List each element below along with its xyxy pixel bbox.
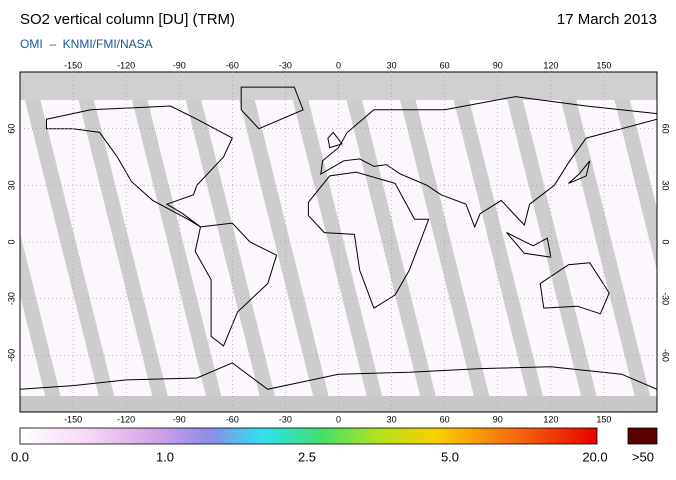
coastline: [307, 171, 430, 309]
lon-label-bottom: -60: [226, 414, 239, 424]
lon-label-bottom: 30: [387, 414, 397, 424]
coastline: [327, 131, 343, 149]
credit: OMI – KNMI/FMI/NASA: [20, 37, 153, 51]
coastlines: [20, 86, 657, 412]
colorbar-over: [627, 427, 658, 445]
title: SO2 vertical column [DU] (TRM): [20, 11, 235, 28]
lat-label-left: 60: [6, 124, 16, 134]
lon-label-top: 90: [493, 60, 503, 70]
graticule: -150 -150 -120 -120 -90 -90 -60 -60 -30 -30 0 0 30 30…: [6, 60, 670, 424]
colorbar-label: 20.0: [582, 449, 607, 464]
lat-label-right: -60: [661, 349, 671, 362]
coastline: [506, 232, 552, 258]
lon-label-top: 0: [336, 60, 341, 70]
lon-label-bottom: 120: [543, 414, 558, 424]
lat-label-right: 60: [661, 124, 671, 134]
lat-label-left: 0: [6, 239, 16, 244]
lon-label-top: 120: [543, 60, 558, 70]
colorbar-label: 5.0: [441, 449, 459, 464]
lon-label-bottom: -120: [117, 414, 135, 424]
coastline: [20, 362, 657, 412]
coastline: [194, 222, 278, 347]
lon-label-top: 30: [387, 60, 397, 70]
lon-label-bottom: 0: [336, 414, 341, 424]
coastline: [539, 262, 610, 315]
lon-label-top: 150: [596, 60, 611, 70]
lon-label-top: -60: [226, 60, 239, 70]
lat-label-right: 0: [661, 239, 671, 244]
lon-label-top: -150: [64, 60, 82, 70]
lat-label-left: -30: [6, 292, 16, 305]
lon-label-top: -90: [173, 60, 186, 70]
colorbar: [19, 427, 598, 445]
lon-label-bottom: 60: [440, 414, 450, 424]
lon-label-top: 60: [440, 60, 450, 70]
lon-label-bottom: 90: [493, 414, 503, 424]
coastline: [320, 96, 657, 229]
colorbar-over-label: >50: [632, 449, 654, 464]
lon-label-top: -120: [117, 60, 135, 70]
colorbar-label: 0.0: [11, 449, 29, 464]
date: 17 March 2013: [557, 11, 657, 28]
lon-label-top: -30: [279, 60, 292, 70]
coastline: [568, 160, 591, 184]
lat-label-left: -60: [6, 349, 16, 362]
coastline: [240, 86, 304, 130]
lat-label-right: -30: [661, 292, 671, 305]
lon-label-bottom: -90: [173, 414, 186, 424]
lat-label-right: 30: [661, 180, 671, 190]
lon-label-bottom: 150: [596, 414, 611, 424]
lon-label-bottom: -150: [64, 414, 82, 424]
lat-label-left: 30: [6, 180, 16, 190]
coastline: [46, 105, 233, 228]
colorbar-label: 1.0: [156, 449, 174, 464]
colorbar-label: 2.5: [298, 449, 316, 464]
lon-label-bottom: -30: [279, 414, 292, 424]
